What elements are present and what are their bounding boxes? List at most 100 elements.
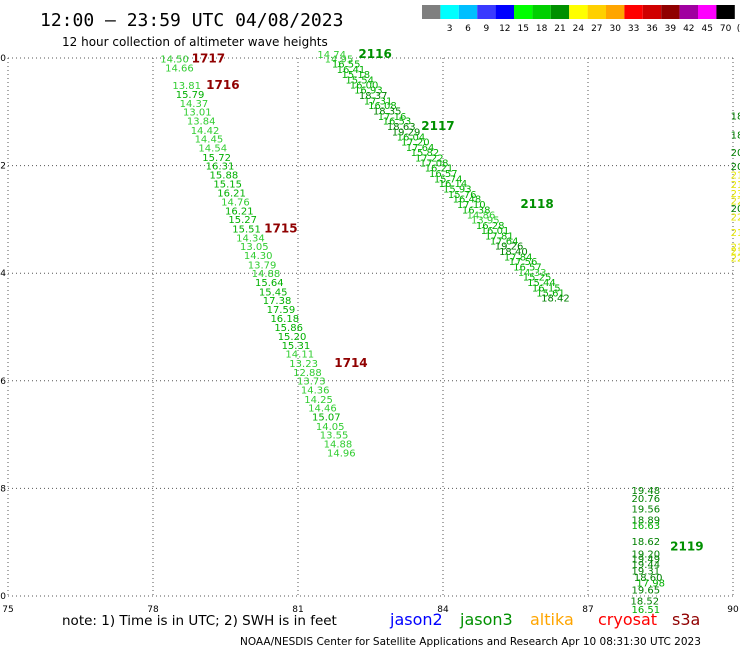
x-tick-label: 90 bbox=[727, 605, 739, 615]
wave-height-value: 16.55 bbox=[332, 60, 361, 71]
legend-swatch bbox=[477, 5, 496, 19]
satellite-name: altika bbox=[530, 610, 574, 629]
wave-height-value: 15.93 bbox=[443, 185, 472, 196]
wave-height-value: 14.88 bbox=[324, 440, 353, 451]
satellite-name: s3a bbox=[672, 610, 700, 629]
wave-height-value: 18.92 bbox=[731, 131, 740, 142]
wave-height-value: 17.59 bbox=[267, 305, 296, 316]
wave-height-value: 17.81 bbox=[485, 231, 514, 242]
wave-height-value: 18.35 bbox=[373, 106, 402, 117]
wave-height-value: 13.84 bbox=[187, 117, 216, 128]
wave-height-value: 19.49 bbox=[632, 555, 661, 566]
y-tick-label: 50 bbox=[0, 592, 6, 602]
legend-label: 45 bbox=[701, 24, 712, 34]
legend-swatch bbox=[679, 5, 698, 19]
legend-label: 70 bbox=[720, 24, 732, 34]
wave-height-value: 15.86 bbox=[274, 323, 303, 334]
wave-height-value: 23.03 bbox=[731, 189, 740, 200]
wave-height-value: 15.31 bbox=[282, 341, 311, 352]
wave-height-value: 15.44 bbox=[527, 278, 556, 289]
wave-height-value: 12.88 bbox=[293, 368, 322, 379]
wave-height-value: 14.95 bbox=[325, 54, 354, 65]
satellite-name: jason3 bbox=[459, 610, 513, 629]
page-title: 12:00 — 23:59 UTC 04/08/2023 bbox=[40, 10, 343, 31]
wave-height-value: 17.10 bbox=[457, 200, 486, 211]
wave-height-value: 15.61 bbox=[536, 288, 565, 299]
y-tick-label: 48 bbox=[0, 484, 6, 494]
wave-height-value: 17.64 bbox=[406, 143, 435, 154]
legend-swatch bbox=[642, 5, 662, 19]
wave-height-value: 19.20 bbox=[632, 549, 661, 560]
wave-height-value: 18.37 bbox=[359, 91, 388, 102]
wave-height-value: 18.89 bbox=[632, 515, 661, 526]
wave-height-value: 14.74 bbox=[317, 50, 346, 61]
wave-height-value: 13.23 bbox=[289, 359, 318, 370]
legend-swatch bbox=[587, 5, 606, 19]
legend-label: 24 bbox=[573, 24, 585, 34]
wave-height-value: 16.93 bbox=[354, 86, 383, 97]
wave-height-value: 15.64 bbox=[255, 278, 284, 289]
legend-swatch bbox=[532, 5, 551, 19]
legend-label: 30 bbox=[609, 24, 621, 34]
wave-height-value: 13.55 bbox=[320, 430, 349, 441]
pass-number-label: 1717 bbox=[192, 51, 225, 65]
wave-height-value: 21.50 bbox=[731, 171, 740, 182]
wave-height-value: 14.42 bbox=[191, 126, 220, 137]
legend-swatch bbox=[495, 5, 514, 19]
legend-swatch bbox=[569, 5, 588, 19]
wave-height-value: 14.45 bbox=[195, 134, 224, 145]
wave-height-value: 14.30 bbox=[244, 251, 273, 262]
wave-height-value: 13.79 bbox=[248, 260, 277, 271]
wave-height-value: 21.36 bbox=[731, 228, 740, 239]
wave-height-value: 14.11 bbox=[285, 350, 314, 361]
axis-ticks: 75 78 81 84 87 90 40 42 44 46 48 50 bbox=[0, 54, 739, 615]
legend-swatch bbox=[458, 5, 478, 19]
wave-height-value: 15.51 bbox=[232, 224, 261, 235]
wave-height-value: 14.46 bbox=[308, 403, 337, 414]
wave-height-value: 16.01 bbox=[481, 226, 510, 237]
wave-height-value: 16.57 bbox=[513, 263, 542, 274]
legend-label: 12 bbox=[499, 24, 510, 34]
wave-height-value: 15.82 bbox=[411, 148, 440, 159]
wave-height-value: 15.27 bbox=[228, 215, 257, 226]
legend-label: 27 bbox=[591, 24, 602, 34]
wave-height-value: 14.96 bbox=[327, 449, 356, 460]
wave-height-value: 17.31 bbox=[364, 96, 393, 107]
legend-label: 15 bbox=[517, 24, 528, 34]
legend-label: 9 bbox=[484, 24, 490, 34]
wave-height-value: 18.62 bbox=[632, 537, 661, 548]
wave-height-value: 16.21 bbox=[225, 207, 254, 218]
wave-height-value: 16.53 bbox=[383, 117, 412, 128]
wave-height-value: 16.00 bbox=[350, 81, 379, 92]
wave-height-value: 15.15 bbox=[213, 180, 242, 191]
wave-height-value: 14.86 bbox=[467, 210, 496, 221]
wave-height-value: 15.76 bbox=[448, 190, 477, 201]
wave-height-value: 15.20 bbox=[278, 332, 307, 343]
wave-height-value: 19.56 bbox=[632, 505, 661, 516]
wave-height-value: 21.92 bbox=[731, 180, 740, 191]
wave-height-value: 16.28 bbox=[476, 221, 505, 232]
legend-label: 18 bbox=[536, 24, 548, 34]
satellite-name: jason2 bbox=[389, 610, 443, 629]
legend-label: 21 bbox=[554, 24, 565, 34]
y-tick-label: 44 bbox=[0, 269, 6, 279]
wave-height-value: 16.31 bbox=[206, 161, 235, 172]
satellite-legend: jason2 jason3 altika cryosat s3a bbox=[389, 610, 700, 629]
wave-height-value: 14.34 bbox=[236, 233, 265, 244]
wave-height-value: 20.92 bbox=[731, 148, 740, 159]
legend-swatch bbox=[716, 5, 735, 19]
wave-height-value: 22.13 bbox=[731, 253, 740, 264]
wave-height-value: 13.81 bbox=[172, 81, 201, 92]
y-tick-label: 42 bbox=[0, 162, 6, 172]
wave-height-value: 20.76 bbox=[632, 494, 661, 505]
pass-number-label: 2118 bbox=[520, 197, 553, 211]
wave-height-value: 14.66 bbox=[165, 63, 194, 74]
wave-height-value: 18.52 bbox=[631, 597, 660, 608]
wave-height-value: 16.14 bbox=[439, 179, 468, 190]
wave-height-value: 15.25 bbox=[523, 273, 552, 284]
legend-label: 6 bbox=[465, 24, 471, 34]
legend-swatch bbox=[698, 5, 717, 19]
pass-number-label: 2119 bbox=[670, 539, 703, 553]
